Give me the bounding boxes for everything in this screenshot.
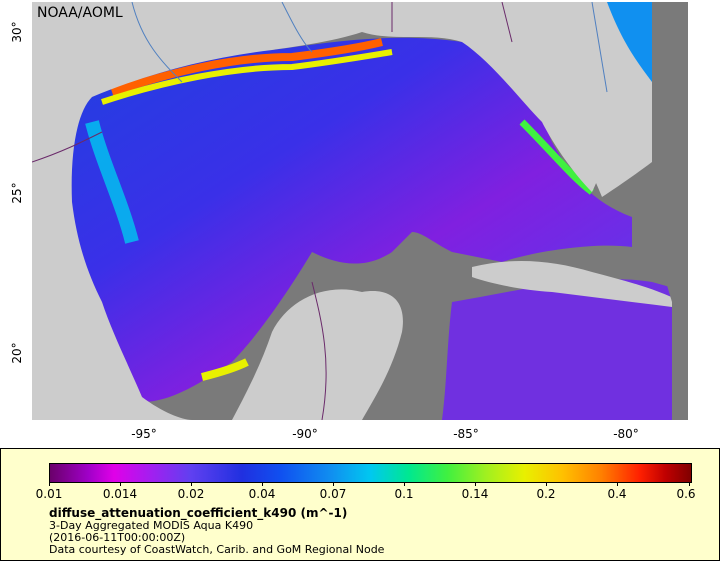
colorbar-tick (617, 482, 618, 486)
colorbar-label: 0.04 (248, 487, 276, 501)
colorbar-label: 0.4 (607, 487, 627, 501)
colorbar-label: 0.01 (35, 487, 63, 501)
colorbar-tick (262, 482, 263, 486)
lon-tick-80: -80° (613, 427, 639, 441)
colorbar-label: 0.6 (676, 487, 696, 501)
colorbar-tick (475, 482, 476, 486)
legend-courtesy: Data courtesy of CoastWatch, Carib. and … (49, 543, 385, 556)
lon-tick-95: -95° (131, 427, 157, 441)
ocean-data-atlantic (607, 2, 652, 82)
colorbar-label: 0.02 (177, 487, 205, 501)
colorbar-label: 0.2 (536, 487, 556, 501)
river-lines (131, 2, 608, 93)
lon-tick-85: -85° (453, 427, 479, 441)
colorbar-tick (49, 482, 50, 486)
legend-date: (2016-06-11T00:00:00Z) (49, 531, 186, 544)
map-panel[interactable] (32, 2, 688, 420)
land-yucatan (232, 289, 403, 420)
legend-panel: 0.01 0.014 0.02 0.04 0.07 0.1 0.14 0.2 0… (0, 448, 720, 561)
colorbar-tick (333, 482, 334, 486)
legend-source: 3-Day Aggregated MODIS Aqua K490 (49, 519, 254, 532)
coastal-turbid-north-inner (101, 49, 393, 105)
colorbar-label: 0.14 (461, 487, 489, 501)
lon-tick-90: -90° (292, 427, 318, 441)
nodata-east-strip (652, 2, 688, 420)
ocean-data-gulf (62, 37, 632, 403)
ocean-data-caribbean (442, 279, 688, 420)
lat-tick-20: 20° (10, 342, 24, 364)
colorbar-tick (546, 482, 547, 486)
coastal-turbid-campeche (201, 358, 249, 381)
border-lines (32, 2, 513, 420)
coastal-turbid-north (110, 38, 383, 96)
legend-title: diffuse_attenuation_coefficient_k490 (m^… (49, 506, 348, 520)
lat-tick-25: 25° (10, 182, 24, 204)
coastal-turbid-florida (519, 119, 595, 195)
colorbar-label: 0.014 (102, 487, 138, 501)
colorbar-label: 0.07 (319, 487, 347, 501)
colorbar-tick (191, 482, 192, 486)
colorbar-tick (120, 482, 121, 486)
colorbar-tick (689, 482, 690, 486)
map-canvas (32, 2, 688, 420)
land-florida-peninsula (532, 2, 652, 197)
map-credit: NOAA/AOML (37, 5, 123, 21)
colorbar-tick (404, 482, 405, 486)
colorbar (49, 463, 692, 483)
lat-tick-30: 30° (10, 21, 24, 43)
colorbar-label: 0.1 (394, 487, 414, 501)
land-cuba (472, 260, 682, 307)
